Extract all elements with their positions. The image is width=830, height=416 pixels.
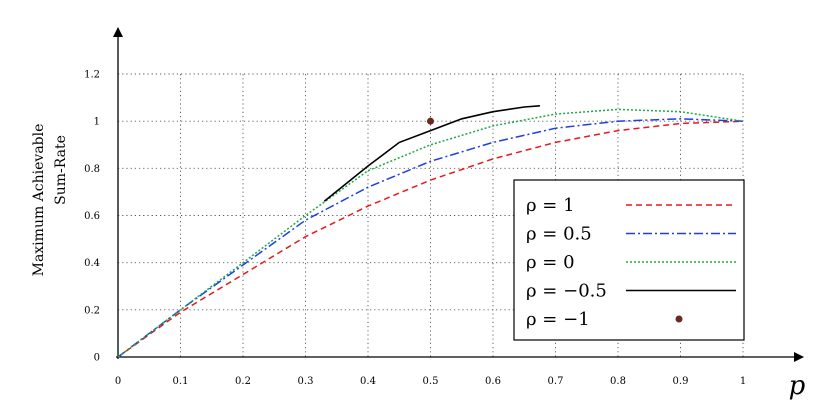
x-tick-label: 0.5 bbox=[423, 376, 439, 387]
legend: ρ = 1 ρ = 0.5 ρ = 0 ρ = −0.5 ρ = −1 bbox=[513, 179, 745, 341]
legend-label: ρ = 0.5 bbox=[526, 224, 592, 245]
series-line-1 bbox=[117, 118, 744, 358]
x-tick-label: 1 bbox=[740, 376, 746, 387]
legend-box bbox=[513, 179, 745, 341]
x-tick-label: 0.6 bbox=[485, 376, 501, 387]
x-tick-label: 0.3 bbox=[298, 376, 314, 387]
y-axis-label-line-2: Sum-Rate bbox=[53, 135, 69, 205]
x-tick-label: 0.7 bbox=[548, 376, 564, 387]
x-tick-label: 0.1 bbox=[173, 376, 189, 387]
y-tick-label: 0.6 bbox=[84, 211, 100, 222]
y-tick-label: 0 bbox=[94, 353, 100, 364]
y-axis-label-line-1: Maximum Achievable bbox=[31, 124, 47, 277]
legend-label: ρ = 1 bbox=[526, 195, 575, 216]
x-tick-label: 0.4 bbox=[360, 376, 376, 387]
y-tick-labels: 0 0.2 0.4 0.6 0.8 1 1.2 bbox=[84, 70, 100, 364]
x-tick-labels: 0 0.1 0.2 0.3 0.4 0.5 0.6 0.7 0.8 0.9 1 bbox=[115, 376, 746, 387]
legend-label: ρ = −1 bbox=[526, 309, 590, 330]
x-axis-label: p bbox=[789, 371, 806, 401]
legend-label: ρ = 0 bbox=[526, 252, 575, 273]
series-line-0 bbox=[117, 120, 744, 358]
y-tick-label: 1.2 bbox=[84, 70, 100, 81]
y-tick-label: 1 bbox=[94, 117, 100, 128]
series-point-rho-minus-1 bbox=[427, 117, 434, 125]
series-layer bbox=[117, 105, 744, 358]
axes bbox=[113, 27, 804, 362]
legend-marker bbox=[675, 315, 683, 323]
series-line-3 bbox=[323, 105, 540, 202]
y-tick-label: 0.4 bbox=[84, 258, 100, 269]
x-tick-label: 0 bbox=[115, 376, 121, 387]
y-tick-label: 0.2 bbox=[84, 305, 100, 316]
y-tick-label: 0.8 bbox=[84, 164, 100, 175]
x-tick-label: 0.8 bbox=[610, 376, 626, 387]
x-tick-label: 0.2 bbox=[235, 376, 251, 387]
legend-label: ρ = −0.5 bbox=[526, 281, 607, 302]
x-tick-label: 0.9 bbox=[673, 376, 689, 387]
